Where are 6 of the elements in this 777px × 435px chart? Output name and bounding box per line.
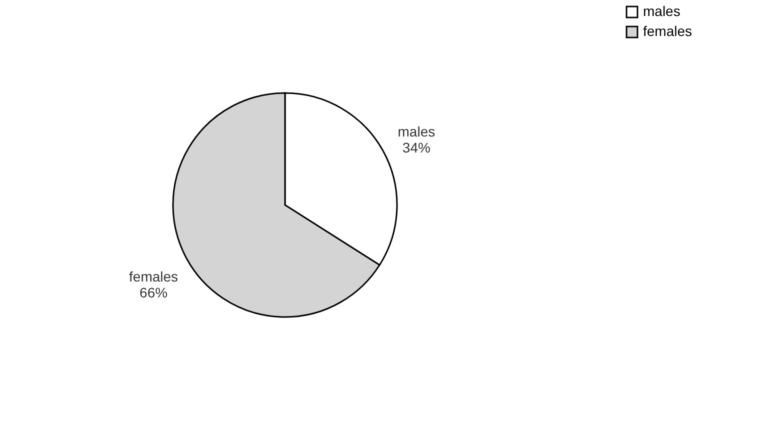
data-label: 34% [402, 140, 430, 156]
data-label: 66% [140, 284, 168, 300]
legend-label: males [643, 3, 680, 19]
slice-label: females [129, 268, 178, 284]
slice-label: males [398, 124, 436, 140]
legend-label: females [643, 23, 692, 39]
